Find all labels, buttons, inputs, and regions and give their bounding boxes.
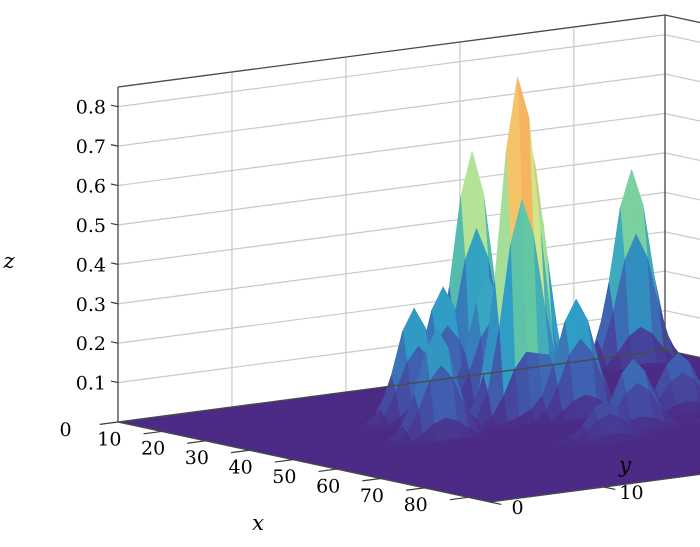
- y-tick-label: 0: [512, 497, 524, 519]
- y-tick-label: 10: [619, 482, 643, 504]
- z-tick: [110, 144, 119, 147]
- x-tick: [274, 459, 294, 463]
- x-tick-label: 80: [404, 494, 428, 516]
- z-tick-label: 0.7: [76, 136, 106, 158]
- x-tick-label: 70: [360, 485, 384, 507]
- z-tick: [110, 301, 119, 305]
- x-tick-label: 10: [97, 428, 121, 450]
- x-tick: [318, 468, 337, 473]
- x-tick: [449, 496, 469, 501]
- z-tick: [110, 262, 119, 265]
- z-tick-label: 0.3: [76, 294, 106, 316]
- axis-frame-left: [117, 14, 666, 423]
- z-tick-label: 0.2: [76, 333, 106, 355]
- axis-frame: [117, 14, 700, 503]
- x-tick-label: 20: [141, 438, 165, 460]
- z-tick-label: 0.6: [76, 176, 106, 198]
- back-pane: [665, 15, 700, 358]
- x-tick: [99, 421, 119, 425]
- axis-frame-front: [117, 87, 700, 503]
- z-tick-label: 0.5: [76, 215, 106, 237]
- surface-mesh: [117, 77, 700, 503]
- z-tick: [110, 104, 119, 108]
- z-axis-label: z: [2, 249, 15, 273]
- y-tick: [603, 486, 616, 491]
- x-tick-label: 60: [316, 475, 340, 497]
- tick-marks: [99, 104, 616, 506]
- x-tick-label: 30: [185, 447, 209, 469]
- x-tick-label: 40: [229, 457, 253, 479]
- x-tick-label: 0: [60, 419, 72, 441]
- x-tick: [143, 430, 162, 435]
- x-tick: [230, 449, 250, 454]
- y-tick: [489, 501, 502, 506]
- z-tick-label: 0.1: [76, 373, 106, 395]
- tick-labels: 010203040506070800102030400.10.20.30.40.…: [60, 97, 644, 519]
- x-tick: [362, 477, 381, 482]
- z-tick: [110, 222, 119, 226]
- x-axis-label: x: [252, 511, 264, 535]
- z-tick: [110, 341, 119, 344]
- z-tick-label: 0.4: [76, 254, 106, 276]
- z-tick: [110, 183, 119, 187]
- x-tick: [187, 440, 206, 444]
- x-tick-label: 50: [272, 466, 296, 488]
- y-axis-label: y: [618, 453, 632, 477]
- x-tick: [406, 487, 425, 491]
- z-tick-label: 0.8: [76, 97, 106, 119]
- z-tick: [110, 380, 119, 384]
